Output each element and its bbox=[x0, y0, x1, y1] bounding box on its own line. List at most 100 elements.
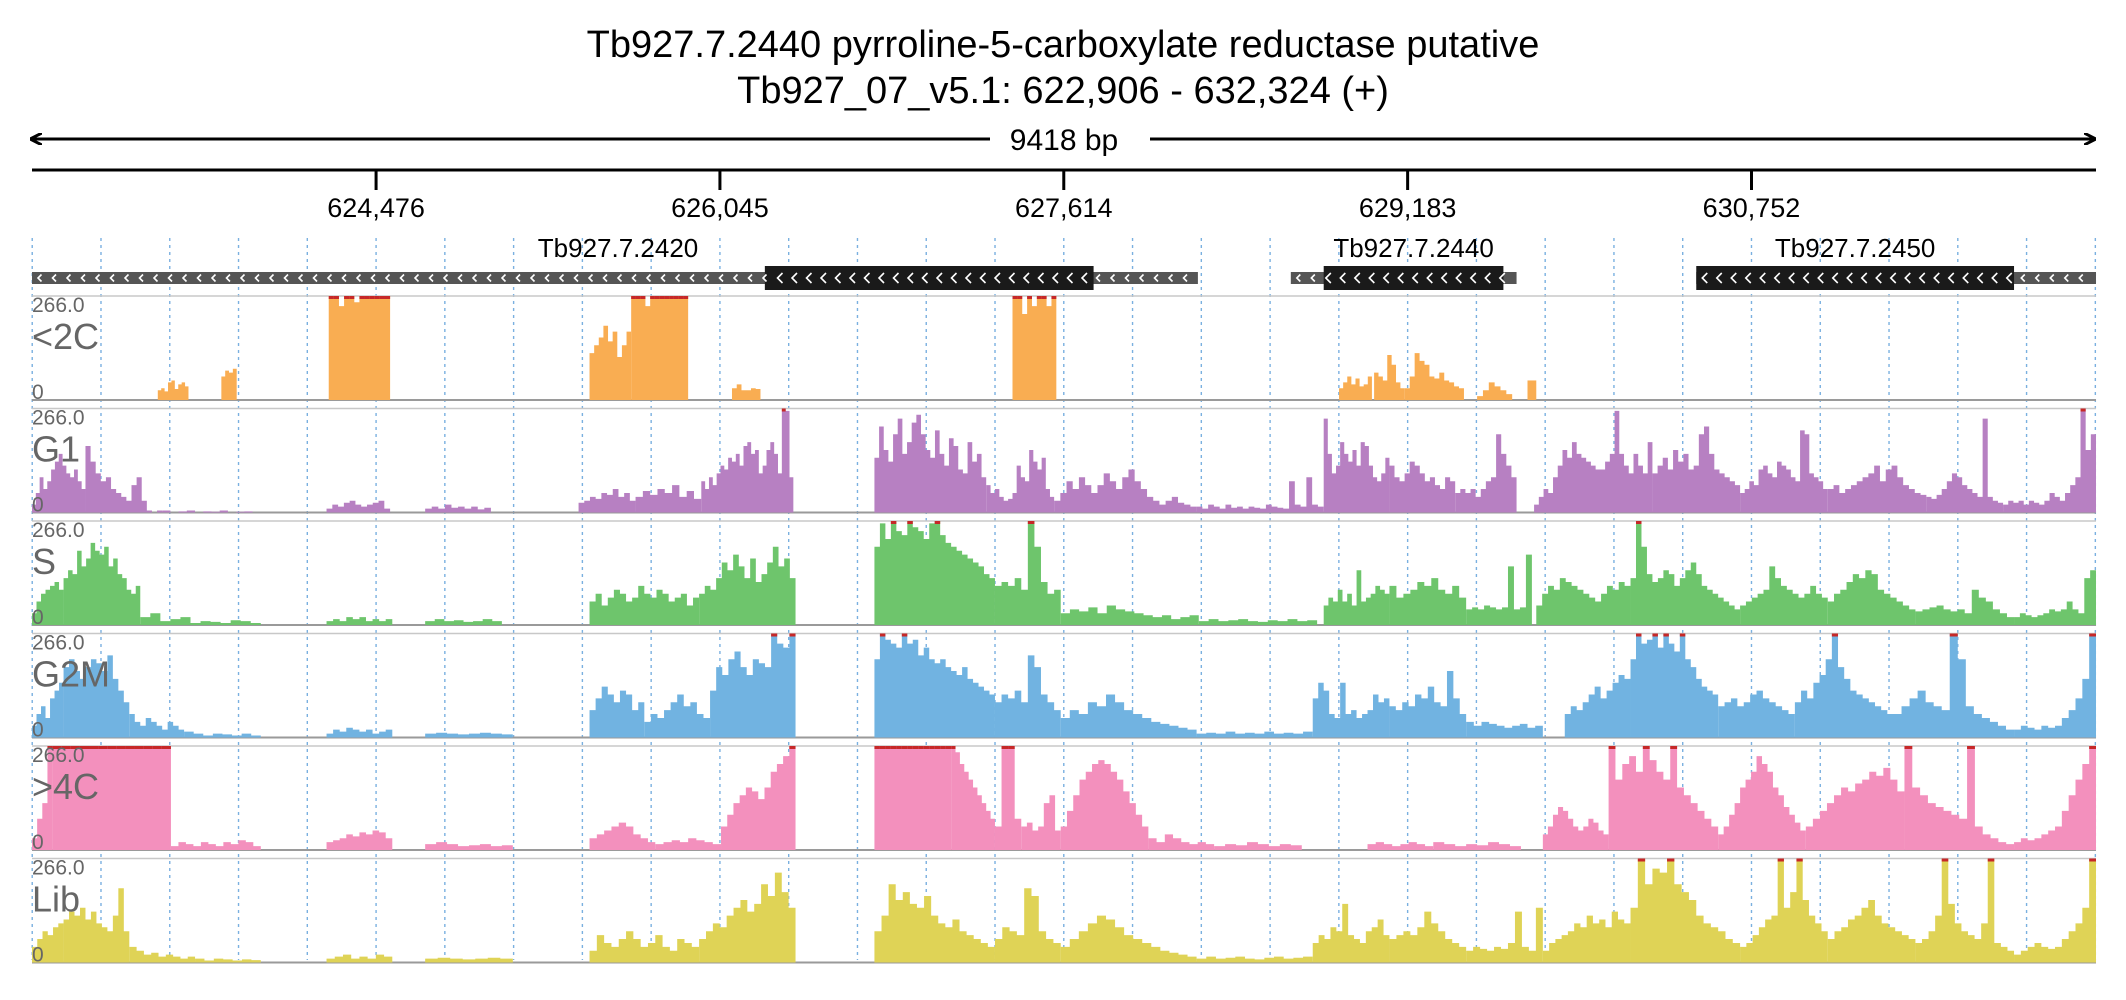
clip-marker bbox=[1008, 746, 1015, 749]
track-G1: 266.0 0 G1 bbox=[32, 407, 2096, 517]
clip-marker bbox=[349, 296, 355, 299]
coverage-area bbox=[1312, 682, 1390, 738]
strand-chevron bbox=[1440, 272, 1448, 284]
strand-chevron bbox=[848, 272, 856, 284]
strand-chevron bbox=[573, 273, 579, 283]
strand-chevron bbox=[834, 272, 842, 284]
clip-marker bbox=[152, 746, 162, 749]
strand-chevron bbox=[283, 273, 289, 283]
coverage-area bbox=[328, 296, 391, 400]
coverage-area bbox=[1389, 671, 1467, 738]
strand-chevron bbox=[1167, 273, 1174, 283]
strand-chevron bbox=[312, 273, 318, 283]
coverage-area bbox=[874, 884, 995, 963]
gene-Tb927.7.2420[interactable]: Tb927.7.2420 bbox=[32, 233, 1198, 290]
gene-cds bbox=[764, 266, 1094, 290]
clip-marker bbox=[379, 296, 385, 299]
strand-chevron bbox=[1138, 273, 1145, 283]
strand-chevron bbox=[1455, 272, 1462, 284]
clip-marker bbox=[789, 746, 796, 749]
coverage-area bbox=[85, 446, 163, 513]
coverage-area bbox=[1893, 633, 2015, 738]
clip-marker bbox=[1642, 746, 1650, 749]
coverage-area bbox=[1054, 469, 1197, 513]
clip-marker bbox=[1777, 858, 1784, 862]
span-length-label: 9418 bp bbox=[1010, 124, 1118, 157]
strand-chevron bbox=[1182, 273, 1188, 283]
coverage-area bbox=[1608, 746, 1719, 850]
coverage-area bbox=[589, 686, 645, 738]
strand-chevron bbox=[1773, 272, 1781, 284]
strand-chevron bbox=[776, 272, 784, 284]
coverage-area bbox=[326, 617, 393, 625]
gene-Tb927.7.2440[interactable]: Tb927.7.2440 bbox=[1290, 233, 1517, 290]
coverage-area bbox=[425, 957, 513, 963]
clip-marker bbox=[669, 296, 674, 299]
strand-chevron bbox=[370, 273, 376, 283]
strand-chevron bbox=[239, 273, 246, 283]
track-label: S bbox=[32, 541, 56, 582]
coverage-area bbox=[589, 325, 632, 400]
coverage-area bbox=[221, 368, 237, 400]
strand-chevron bbox=[1730, 272, 1737, 284]
coverage-area bbox=[986, 485, 1013, 513]
clip-marker bbox=[1796, 858, 1803, 862]
coverage-area bbox=[2014, 633, 2096, 738]
coverage-area bbox=[1740, 858, 1828, 963]
clip-marker bbox=[89, 746, 99, 749]
strand-chevron bbox=[1875, 272, 1882, 284]
coverage-area bbox=[32, 923, 64, 963]
coverage-area bbox=[1214, 842, 1302, 850]
coverage-area bbox=[32, 581, 64, 625]
axis-tick-label: 624,476 bbox=[327, 193, 425, 223]
track-Lib: 266.0 0 Lib bbox=[32, 857, 2096, 967]
coverage-area bbox=[1339, 376, 1372, 400]
coverage-area bbox=[699, 872, 796, 963]
track-min-label: 0 bbox=[32, 381, 44, 404]
strand-chevron bbox=[1831, 272, 1839, 284]
coverage-area bbox=[1794, 633, 1894, 738]
strand-chevron bbox=[747, 273, 753, 283]
strand-chevron bbox=[1802, 272, 1810, 284]
coverage-area bbox=[1827, 899, 1916, 963]
clip-marker bbox=[1949, 633, 1958, 637]
clip-marker bbox=[1036, 296, 1042, 299]
clip-marker bbox=[1667, 858, 1675, 862]
track-label: >4C bbox=[32, 766, 99, 807]
track-G2M: 266.0 0 G2M bbox=[32, 632, 2096, 742]
track-min-label: 0 bbox=[32, 944, 44, 967]
coverage-area bbox=[2003, 408, 2096, 513]
coverage-area bbox=[1012, 449, 1055, 513]
clip-marker bbox=[1941, 858, 1949, 862]
coverage-area bbox=[710, 633, 796, 738]
clip-marker bbox=[771, 633, 778, 637]
clip-marker bbox=[374, 296, 380, 299]
clip-marker bbox=[328, 296, 334, 299]
coverage-area bbox=[1827, 570, 1916, 625]
strand-chevron bbox=[65, 273, 72, 283]
coverage-area bbox=[721, 746, 796, 850]
strand-chevron bbox=[1411, 272, 1419, 284]
coverage-area bbox=[1534, 410, 1653, 513]
clip-marker bbox=[1041, 296, 1047, 299]
coverage-area bbox=[52, 746, 171, 850]
coverage-area bbox=[425, 732, 513, 738]
strand-chevron bbox=[558, 273, 565, 283]
coverage-area bbox=[951, 746, 995, 850]
coverage-area bbox=[1740, 566, 1828, 625]
track-max-label: 266.0 bbox=[32, 407, 85, 430]
coverage-area bbox=[1466, 721, 1543, 738]
clip-marker bbox=[1051, 296, 1057, 299]
chart-header: Tb927.7.2440 pyrroline-5-carboxylate red… bbox=[0, 0, 2126, 114]
strand-chevron bbox=[2034, 273, 2040, 283]
coverage-area bbox=[1060, 605, 1199, 625]
span-ruler: 9418 bp bbox=[32, 124, 2094, 157]
coverage-area bbox=[170, 840, 261, 850]
strand-chevron bbox=[863, 272, 871, 284]
strand-chevron bbox=[94, 273, 101, 283]
gene-Tb927.7.2450[interactable]: Tb927.7.2450 bbox=[1696, 233, 2096, 290]
clip-marker bbox=[143, 746, 153, 749]
coverage-area bbox=[32, 453, 86, 513]
strand-chevron bbox=[1109, 273, 1116, 283]
strand-chevron bbox=[515, 273, 521, 283]
